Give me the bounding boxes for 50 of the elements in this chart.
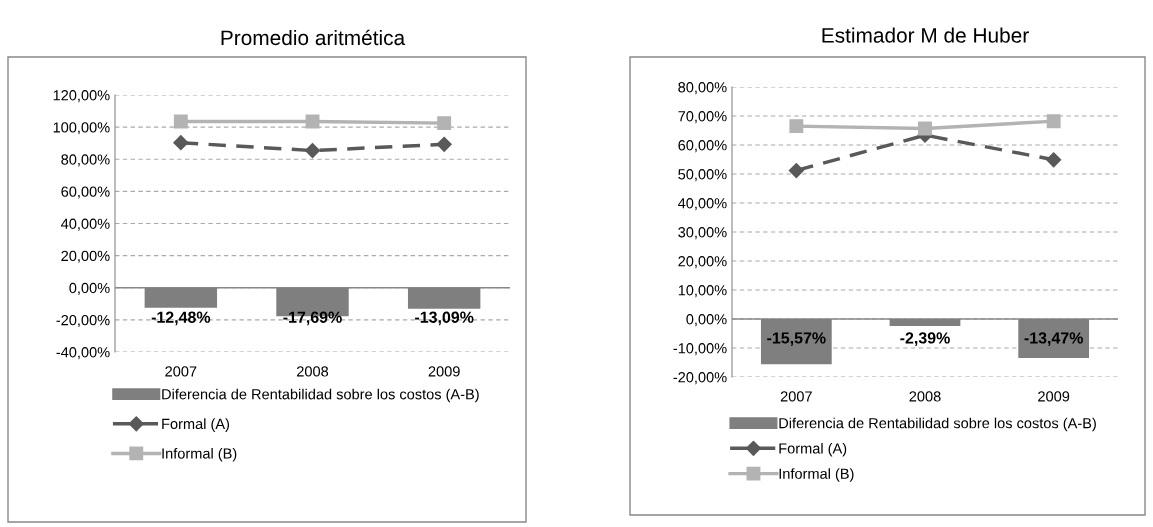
data-label: -17,69% [283,311,342,326]
data-label: -13,47% [1024,332,1083,346]
legend-label: Informal (B) [779,468,854,482]
legend-label: Formal (A) [779,442,847,457]
y-tick-label: 80,00% [61,154,110,167]
y-tick-label: 20,00% [61,250,110,263]
y-tick-label: 40,00% [61,218,110,231]
legend-label: Diferencia de Rentabilidad sobre los costos (A-B) [162,388,479,403]
x-tick-label: 2008 [909,391,941,402]
y-tick-label: 50,00% [678,169,727,182]
point [1046,114,1061,129]
y-tick-label: 60,00% [61,186,110,199]
x-tick-label: 2007 [165,366,197,377]
y-tick-label: 10,00% [678,285,727,298]
data-label: -13,09% [415,311,474,326]
data-label: -12,48% [151,311,211,326]
legend-label: Informal (B) [162,447,237,462]
y-tick-label: 80,00% [678,82,727,95]
point [437,116,452,131]
point [304,143,321,159]
y-tick-label: -10,00% [673,343,727,356]
x-tick-label: 2009 [1038,391,1070,402]
legend-label: Diferencia de Rentabilidad sobre los costos (A-B) [779,417,1096,432]
y-tick-label: 0,00% [69,282,110,295]
x-tick-label: 2009 [428,366,460,377]
y-tick-label: -20,00% [56,314,110,328]
point [436,136,452,152]
point [789,119,804,134]
data-label: -15,57% [767,332,826,346]
y-tick-label: 0,00% [686,314,727,327]
point [1046,152,1062,168]
y-tick-label: 20,00% [678,256,727,269]
y-tick-label: 100,00% [53,122,110,135]
legend-label: Formal (A) [162,418,230,432]
x-tick-label: 2007 [780,391,812,402]
point [173,135,189,151]
x-tick-label: 2008 [297,366,329,377]
y-tick-label: -40,00% [56,347,110,360]
y-tick-label: 120,00% [53,90,110,103]
y-tick-label: 60,00% [678,140,727,153]
y-tick-label: 30,00% [678,227,727,240]
y-tick-label: 40,00% [678,198,727,211]
chart-title: Promedio aritmética [221,29,406,46]
y-tick-label: 70,00% [678,111,727,124]
point [918,121,932,136]
point [173,114,188,129]
chart-title: Estimador M de Huber [822,27,1029,43]
y-tick-label: -20,00% [673,372,727,385]
point [788,162,804,179]
data-label: -2,39% [900,332,950,346]
